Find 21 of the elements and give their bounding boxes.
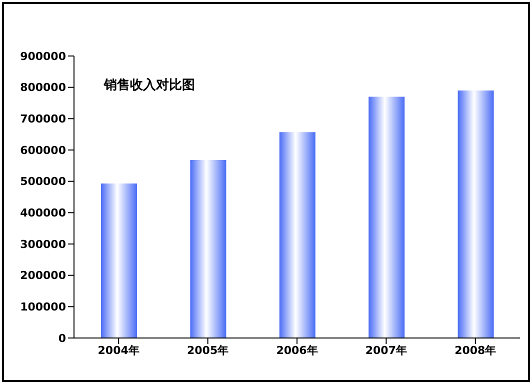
y-tick-label: 800000 bbox=[20, 81, 66, 94]
y-tick-label: 0 bbox=[58, 332, 66, 345]
bar bbox=[279, 132, 316, 338]
bar bbox=[190, 160, 226, 338]
x-tick-label: 2008年 bbox=[454, 344, 496, 357]
y-tick-label: 400000 bbox=[20, 206, 66, 220]
x-tick-label: 2006年 bbox=[276, 344, 318, 357]
text: 销售收入对比图 bbox=[103, 77, 195, 93]
y-tick-label: 200000 bbox=[20, 269, 66, 282]
y-tick-label: 500000 bbox=[20, 175, 66, 188]
y-tick-label: 600000 bbox=[20, 144, 66, 157]
bar bbox=[101, 184, 137, 338]
bar bbox=[368, 96, 405, 338]
x-tick-label: 2004年 bbox=[98, 344, 140, 357]
x-tick-label: 2007年 bbox=[365, 344, 408, 357]
y-tick-label: 700000 bbox=[20, 112, 66, 126]
y-tick-label: 300000 bbox=[20, 238, 66, 251]
y-tick-label: 100000 bbox=[20, 300, 66, 314]
y-tick-label: 900000 bbox=[20, 50, 66, 63]
bar bbox=[458, 90, 494, 338]
x-tick-label: 2005年 bbox=[186, 344, 229, 357]
